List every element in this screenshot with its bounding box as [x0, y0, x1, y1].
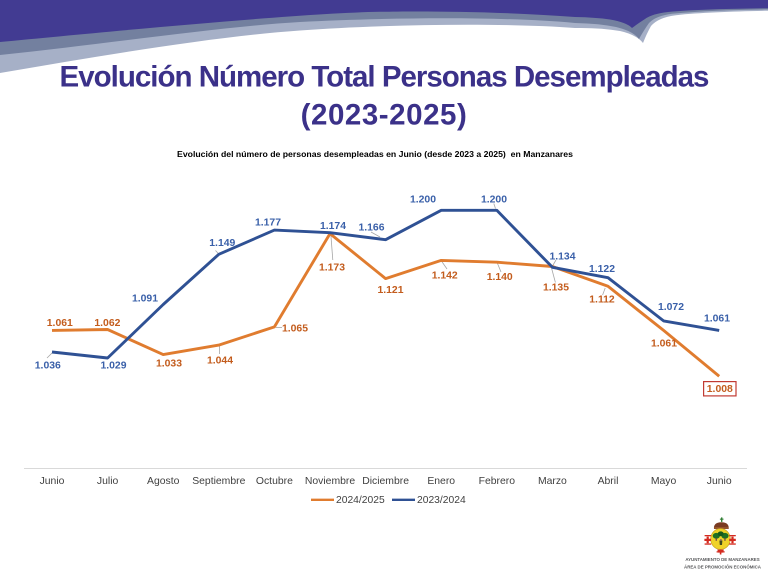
- svg-text:1.200: 1.200: [481, 194, 507, 205]
- svg-text:Junio: Junio: [40, 476, 65, 487]
- svg-text:Mayo: Mayo: [651, 476, 677, 487]
- svg-text:1.091: 1.091: [132, 293, 158, 304]
- svg-text:1.135: 1.135: [543, 282, 569, 293]
- svg-text:1.173: 1.173: [319, 262, 345, 273]
- svg-text:1.029: 1.029: [100, 360, 126, 371]
- svg-text:Enero: Enero: [427, 476, 455, 487]
- svg-text:1.122: 1.122: [589, 264, 615, 275]
- svg-text:1.200: 1.200: [410, 194, 436, 205]
- svg-text:2024/2025: 2024/2025: [336, 495, 385, 506]
- svg-text:1.062: 1.062: [94, 318, 120, 329]
- svg-text:1.121: 1.121: [377, 285, 403, 296]
- svg-text:1.134: 1.134: [549, 251, 575, 262]
- svg-text:1.177: 1.177: [255, 217, 281, 228]
- svg-text:1.142: 1.142: [432, 270, 458, 281]
- svg-text:1.140: 1.140: [487, 272, 513, 283]
- svg-text:Abril: Abril: [598, 476, 619, 487]
- svg-text:Octubre: Octubre: [256, 476, 293, 487]
- svg-text:Agosto: Agosto: [147, 476, 180, 487]
- svg-text:1.174: 1.174: [320, 221, 346, 232]
- svg-text:ÁREA DE PROMOCIÓN ECONÓMICA: ÁREA DE PROMOCIÓN ECONÓMICA: [684, 565, 762, 570]
- svg-text:Junio: Junio: [707, 476, 732, 487]
- svg-text:1.036: 1.036: [35, 360, 61, 371]
- svg-text:1.072: 1.072: [658, 302, 684, 313]
- svg-text:Evolución del número de person: Evolución del número de personas desempl…: [177, 149, 573, 159]
- svg-text:1.166: 1.166: [358, 222, 384, 233]
- svg-text:1.112: 1.112: [589, 294, 615, 305]
- svg-text:Noviembre: Noviembre: [305, 476, 355, 487]
- svg-text:2023/2024: 2023/2024: [417, 495, 466, 506]
- svg-text:1.149: 1.149: [209, 238, 235, 249]
- svg-text:1.061: 1.061: [704, 313, 730, 324]
- svg-text:1.044: 1.044: [207, 355, 233, 366]
- svg-text:Septiembre: Septiembre: [192, 476, 245, 487]
- svg-text:Julio: Julio: [97, 476, 119, 487]
- svg-text:1.061: 1.061: [47, 318, 73, 329]
- svg-text:Evolución Número Total Persona: Evolución Número Total Personas Desemple…: [60, 61, 710, 94]
- svg-text:1.065: 1.065: [282, 323, 308, 334]
- svg-text:1.033: 1.033: [156, 358, 182, 369]
- svg-text:Diciembre: Diciembre: [362, 476, 409, 487]
- svg-text:Marzo: Marzo: [538, 476, 567, 487]
- svg-text:1.061: 1.061: [651, 338, 677, 349]
- svg-text:1.008: 1.008: [707, 384, 733, 395]
- svg-text:Febrero: Febrero: [479, 476, 516, 487]
- svg-text:(2023-2025): (2023-2025): [301, 99, 468, 132]
- svg-text:AYUNTAMIENTO DE MANZANARES: AYUNTAMIENTO DE MANZANARES: [685, 557, 759, 562]
